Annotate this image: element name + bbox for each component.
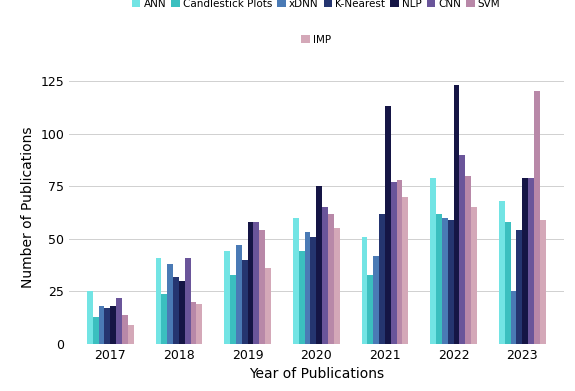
Bar [511, 291, 516, 344]
Bar [367, 274, 373, 344]
Bar [230, 274, 236, 344]
Bar [316, 186, 322, 344]
Bar [259, 230, 265, 344]
Bar [534, 91, 540, 344]
Bar [185, 258, 190, 344]
Bar [236, 245, 242, 344]
Bar [373, 256, 379, 344]
Bar [471, 207, 477, 344]
Bar [402, 197, 408, 344]
Bar [391, 182, 397, 344]
Bar [465, 176, 471, 344]
Bar [179, 281, 185, 344]
Bar [98, 306, 105, 344]
Bar [379, 213, 385, 344]
Bar [293, 218, 299, 344]
Bar [362, 237, 367, 344]
Bar [540, 220, 546, 344]
Bar [448, 220, 454, 344]
Bar [155, 258, 162, 344]
Bar [328, 213, 334, 344]
Bar [436, 213, 442, 344]
Bar [190, 302, 197, 344]
Bar [522, 178, 528, 344]
Bar [322, 207, 328, 344]
Bar [430, 178, 436, 344]
Bar [224, 251, 230, 344]
Bar [334, 228, 340, 344]
Bar [516, 230, 522, 344]
Legend: IMP: IMP [301, 34, 331, 45]
Bar [93, 317, 98, 344]
Bar [116, 298, 122, 344]
Bar [305, 233, 310, 344]
Bar [310, 237, 316, 344]
Bar [528, 178, 534, 344]
Bar [265, 268, 271, 344]
Bar [173, 277, 179, 344]
Bar [499, 201, 505, 344]
Bar [397, 180, 402, 344]
Bar [122, 315, 128, 344]
Bar [242, 260, 248, 344]
Bar [105, 308, 110, 344]
Bar [197, 304, 202, 344]
Bar [442, 218, 448, 344]
Bar [299, 251, 305, 344]
Bar [248, 222, 254, 344]
Bar [505, 222, 511, 344]
Bar [459, 154, 465, 344]
Bar [167, 264, 173, 344]
Bar [87, 291, 93, 344]
Bar [162, 294, 167, 344]
Bar [128, 325, 133, 344]
Bar [385, 106, 391, 344]
Y-axis label: Number of Publications: Number of Publications [21, 126, 34, 288]
Bar [454, 85, 459, 344]
Bar [110, 306, 116, 344]
Bar [254, 222, 259, 344]
X-axis label: Year of Publications: Year of Publications [248, 368, 384, 382]
